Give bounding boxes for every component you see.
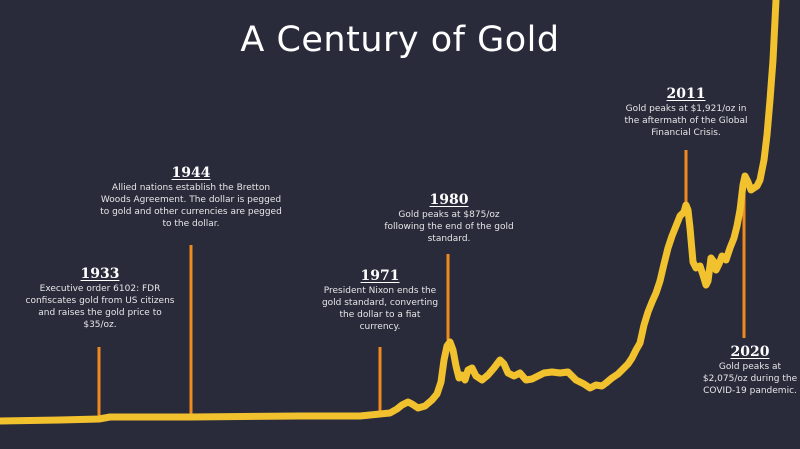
- annotation-2020: 2020 Gold peaks at $2,075/oz during the …: [700, 344, 800, 397]
- annotation-text: Allied nations establish the Bretton Woo…: [100, 183, 282, 229]
- chart-title: A Century of Gold: [240, 20, 560, 60]
- annotation-year: 1980: [429, 192, 469, 208]
- annotation-1980: 1980 Gold peaks at $875/oz following the…: [384, 192, 514, 245]
- gold-price-line: [0, 0, 780, 425]
- annotation-text: Gold peaks at $875/oz following the end …: [384, 210, 514, 244]
- annotation-1944: 1944 Allied nations establish the Bretto…: [98, 165, 284, 230]
- annotation-text: Executive order 6102: FDR confiscates go…: [25, 284, 175, 330]
- annotation-year: 1944: [171, 165, 211, 181]
- annotation-2011: 2011 Gold peaks at $1,921/oz in the afte…: [618, 86, 754, 139]
- annotation-year: 1971: [360, 268, 400, 284]
- annotation-text: Gold peaks at $1,921/oz in the aftermath…: [624, 104, 748, 138]
- annotation-1971: 1971 President Nixon ends the gold stand…: [320, 268, 440, 333]
- annotation-year: 2011: [666, 86, 706, 102]
- annotation-text: Gold peaks at $2,075/oz during the COVID…: [702, 362, 798, 396]
- annotation-text: President Nixon ends the gold standard, …: [321, 286, 439, 332]
- annotation-year: 2020: [730, 344, 770, 360]
- annotation-year: 1933: [80, 266, 120, 282]
- annotation-1933: 1933 Executive order 6102: FDR confiscat…: [22, 266, 178, 331]
